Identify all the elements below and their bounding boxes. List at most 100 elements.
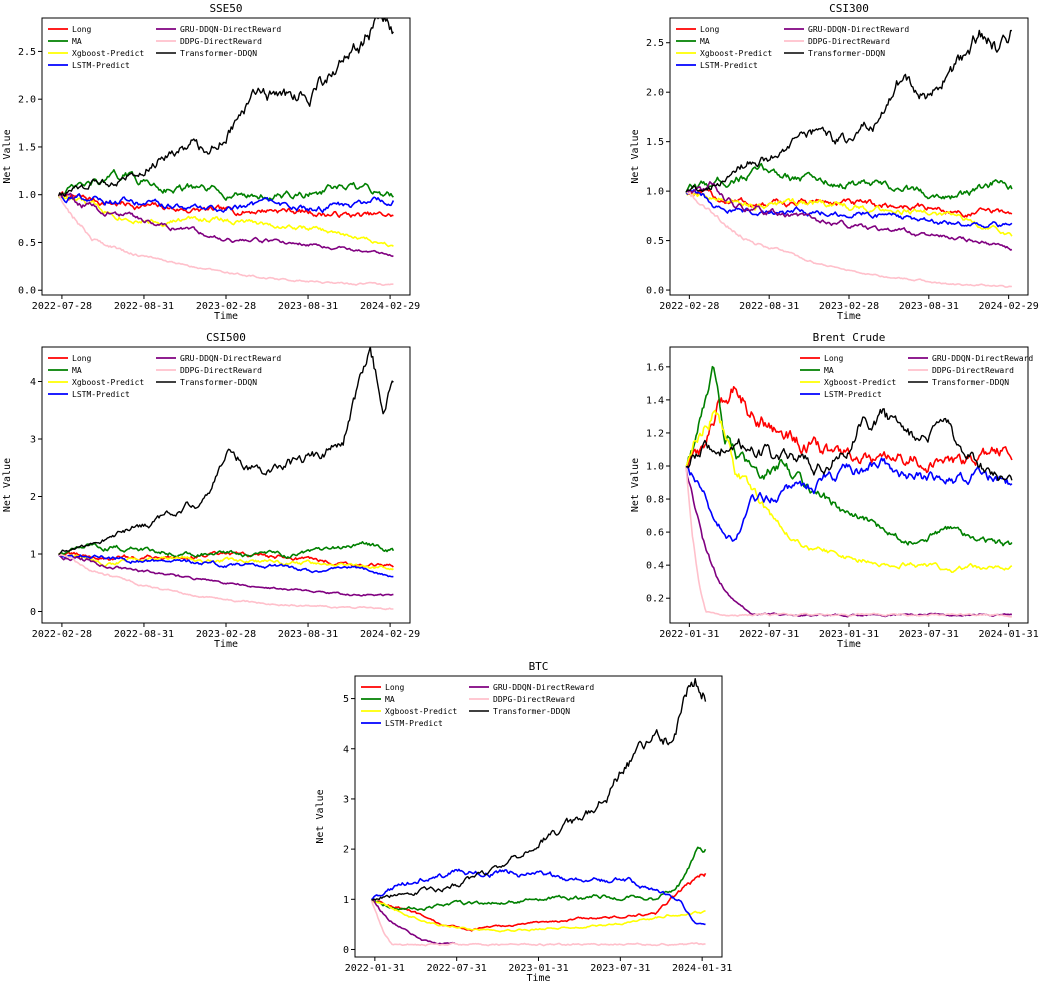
series-line-ddpg-directreward: [685, 467, 1012, 618]
plot-frame: [669, 17, 1029, 296]
y-tick-label: 1.5: [646, 137, 664, 148]
series-line-gru-ddqn-directreward: [58, 553, 394, 597]
y-tick-label: 0.2: [646, 594, 664, 605]
legend-label: LSTM-Predict: [72, 61, 130, 70]
series-line-transformer-ddqn: [371, 678, 707, 901]
y-tick-label: 5: [343, 694, 349, 705]
x-tick-label: 2023-07-31: [590, 963, 650, 974]
chart-title: CSI500: [206, 331, 246, 344]
series-line-long: [685, 385, 1013, 474]
y-tick-label: 2.0: [18, 95, 36, 106]
x-tick-label: 2022-02-28: [659, 301, 719, 312]
series-line-long: [685, 188, 1013, 218]
x-tick-label: 2022-08-31: [114, 629, 174, 640]
series-line-ma: [685, 365, 1013, 547]
chart-brent-crude: Brent Crude 0.2 0.4 0.6 0.8 1.0 1.2 1.4 1.6 2022-…: [630, 331, 1039, 650]
y-tick-label: 0.8: [646, 495, 664, 506]
legend-label: Long: [824, 354, 843, 363]
legend-label: DDPG-DirectReward: [932, 366, 1014, 375]
series-line-xgboost-predict: [57, 195, 394, 248]
legend-label: GRU-DDQN-DirectReward: [180, 25, 281, 34]
series-line-gru-ddqn-directreward: [686, 181, 1013, 251]
legend-label: LSTM-Predict: [385, 719, 443, 728]
y-tick-label: 0.0: [18, 286, 36, 297]
x-tick-label: 2023-02-28: [196, 629, 256, 640]
series-line-long: [370, 872, 707, 932]
legend-label: MA: [700, 37, 710, 46]
x-tick-label: 2024-02-29: [360, 629, 420, 640]
legend: Long MA Xgboost-Predict LSTM-Predict GRU-DDQ…: [676, 25, 909, 70]
series-line-ddpg-directreward: [58, 553, 394, 611]
legend-label: Xgboost-Predict: [72, 49, 144, 58]
y-tick-label: 4: [343, 744, 349, 755]
plot-frame: [669, 346, 1029, 624]
x-tick-label: 2023-01-31: [819, 629, 879, 640]
y-tick-label: 1.0: [646, 187, 664, 198]
series-line-ma: [57, 169, 394, 201]
legend-label: DDPG-DirectReward: [180, 37, 262, 46]
legend-label: Xgboost-Predict: [72, 378, 144, 387]
series-line-transformer-ddqn: [58, 347, 394, 556]
series-line-transformer-ddqn: [685, 408, 1013, 482]
series-line-gru-ddqn-directreward: [685, 467, 1012, 618]
y-tick-label: 3: [30, 435, 36, 446]
legend-label: Xgboost-Predict: [385, 707, 457, 716]
legend-label: GRU-DDQN-DirectReward: [808, 25, 909, 34]
chart-title: Brent Crude: [813, 331, 886, 344]
y-tick-label: 2.0: [646, 88, 664, 99]
series-line-xgboost-predict: [685, 409, 1013, 574]
y-tick-label: 0.5: [18, 238, 36, 249]
legend: Long MA Xgboost-Predict LSTM-Predict GRU-DDQ…: [361, 683, 594, 728]
legend-label: Long: [72, 354, 91, 363]
series-line-transformer-ddqn: [685, 29, 1012, 193]
legend-label: DDPG-DirectReward: [493, 695, 575, 704]
legend-label: GRU-DDQN-DirectReward: [180, 354, 281, 363]
x-tick-label: 2022-08-31: [739, 301, 799, 312]
x-tick-label: 2024-01-31: [979, 629, 1039, 640]
series-line-transformer-ddqn: [57, 18, 394, 198]
y-tick-label: 1.0: [646, 461, 664, 472]
y-tick-label: 2: [30, 492, 36, 503]
series-line-lstm-predict: [685, 457, 1013, 542]
legend-label: Transformer-DDQN: [493, 707, 570, 716]
x-tick-label: 2023-07-31: [899, 629, 959, 640]
y-tick-label: 1.2: [646, 428, 664, 439]
y-tick-label: 0: [30, 607, 36, 618]
legend-label: Long: [700, 25, 719, 34]
x-axis-label: Time: [214, 311, 238, 322]
x-tick-label: 2022-02-28: [32, 629, 92, 640]
series-group: [370, 678, 707, 947]
series-line-ma: [685, 162, 1013, 200]
chart-csi300: CSI300 0.0 0.5 1.0 1.5 2.0 2.5 2022-02-28 2022-0…: [630, 2, 1039, 322]
y-axis-label: Net Value: [2, 129, 13, 183]
legend-label: MA: [824, 366, 834, 375]
series-group: [685, 365, 1013, 618]
series-line-ddpg-directreward: [685, 191, 1012, 288]
y-axis-label: Net Value: [2, 458, 13, 512]
y-tick-label: 1.4: [646, 395, 664, 406]
x-tick-label: 2022-07-31: [739, 629, 799, 640]
x-tick-label: 2024-02-29: [979, 301, 1039, 312]
y-tick-label: 1.0: [18, 190, 36, 201]
chart-btc: BTC 0 1 2 3 4 5 2022-01-31 2022-07-31 2023-01-31 2…: [315, 660, 732, 984]
chart-title: BTC: [529, 660, 549, 673]
legend-label: Transformer-DDQN: [808, 49, 885, 58]
legend-label: MA: [72, 366, 82, 375]
series-line-ddpg-directreward: [58, 195, 394, 287]
y-tick-label: 2: [343, 845, 349, 856]
y-tick-label: 3: [343, 794, 349, 805]
y-axis-label: Net Value: [630, 129, 641, 183]
legend-label: LSTM-Predict: [824, 390, 882, 399]
y-axis-label: Net Value: [315, 789, 326, 843]
legend-label: DDPG-DirectReward: [180, 366, 262, 375]
legend-label: Long: [385, 683, 404, 692]
x-tick-label: 2023-08-31: [899, 301, 959, 312]
series-line-xgboost-predict: [58, 552, 394, 571]
chart-title: SSE50: [209, 2, 242, 15]
legend-label: Long: [72, 25, 91, 34]
x-tick-label: 2023-08-31: [278, 301, 338, 312]
y-tick-label: 0.5: [646, 236, 664, 247]
x-tick-label: 2024-01-31: [672, 963, 732, 974]
series-line-lstm-predict: [370, 868, 706, 926]
